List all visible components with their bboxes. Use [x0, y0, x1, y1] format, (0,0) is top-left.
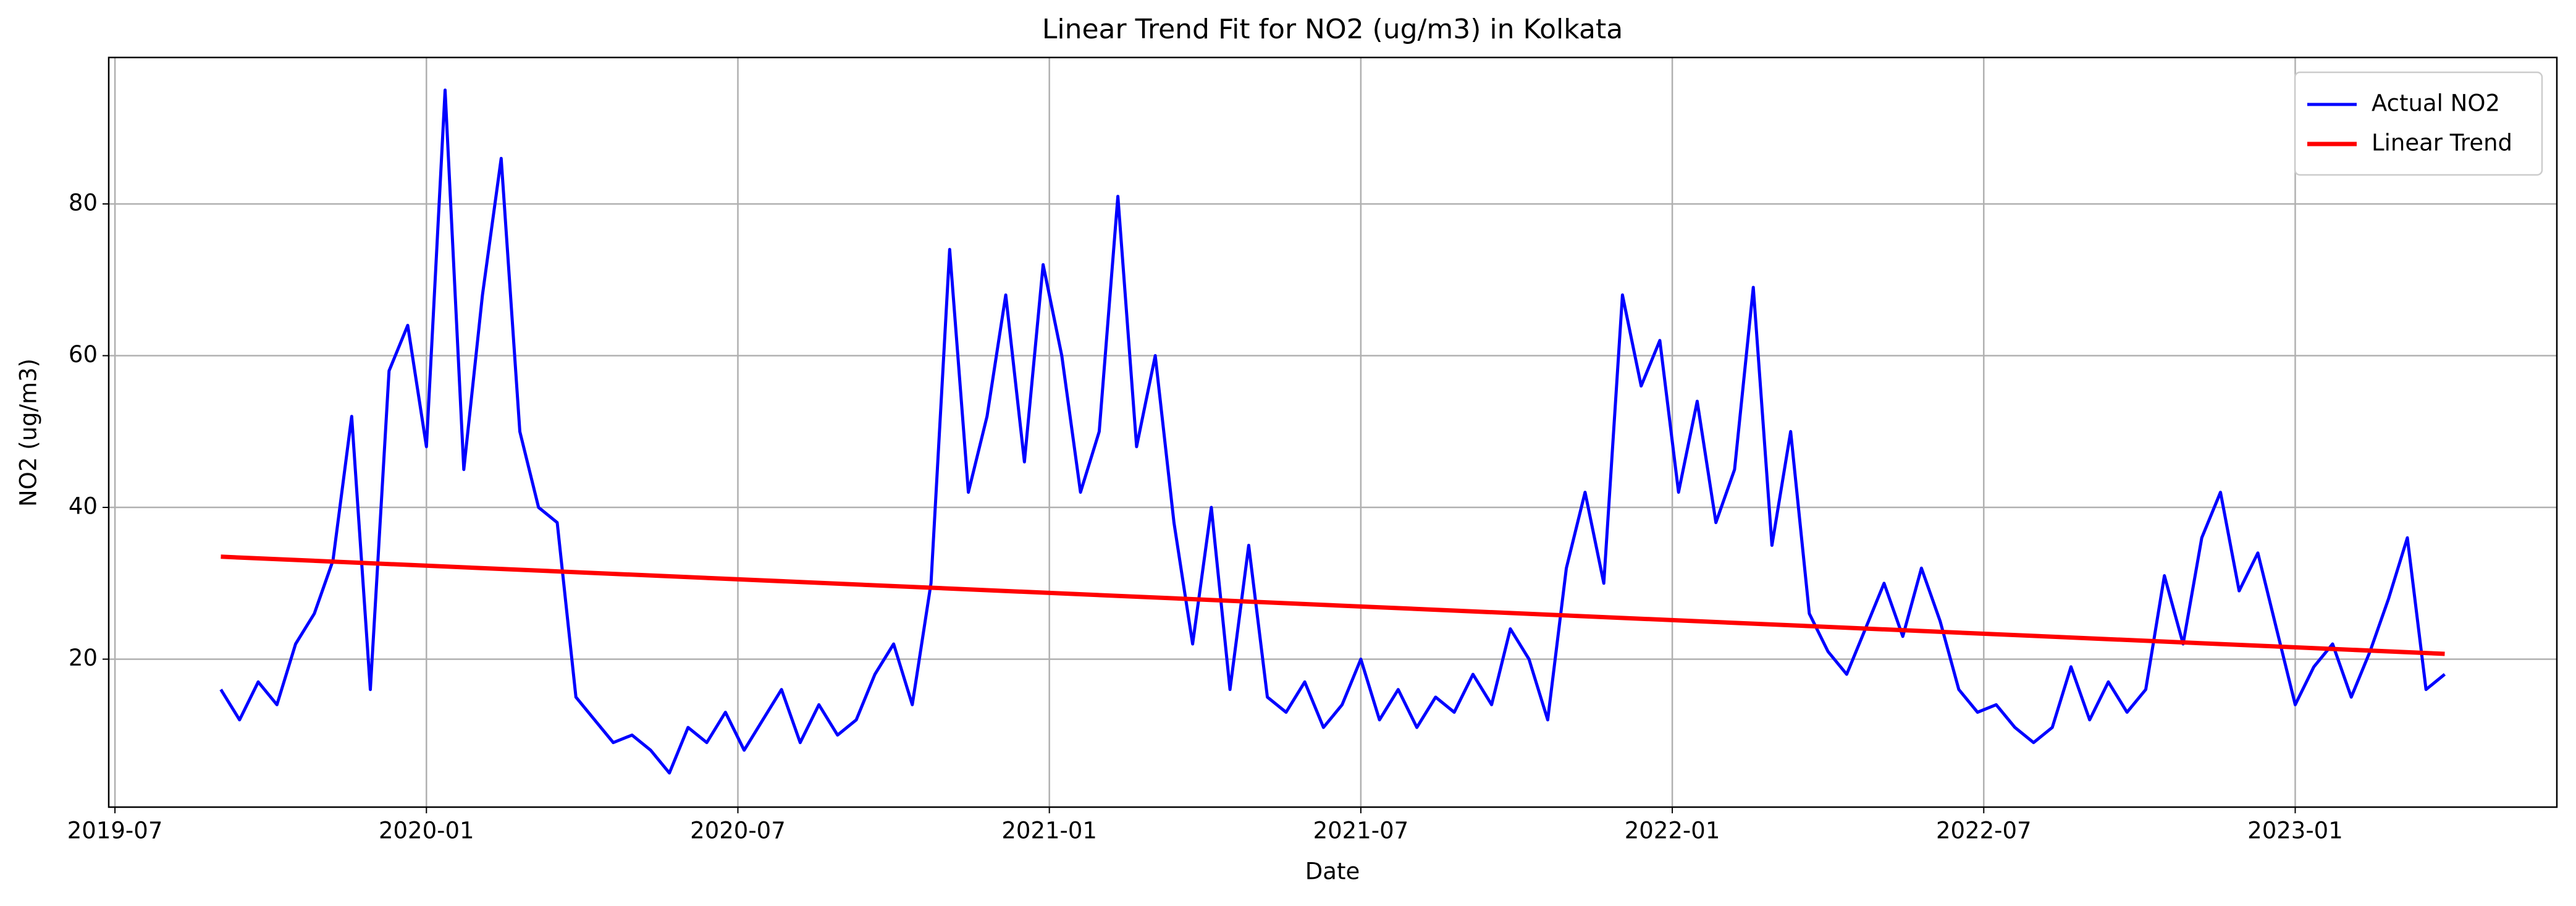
- x-tick-label: 2019-07: [67, 818, 163, 844]
- series-line: [219, 88, 2446, 775]
- y-tick-label: 80: [69, 189, 98, 216]
- x-axis-label: Date: [1305, 858, 1360, 885]
- legend-label: Linear Trend: [2372, 130, 2512, 156]
- legend-label: Actual NO2: [2372, 90, 2500, 117]
- y-tick-label: 40: [69, 493, 98, 520]
- legend-box: [2294, 71, 2543, 176]
- x-tick-label: 2021-07: [1313, 818, 1409, 844]
- x-tick-label: 2020-01: [379, 818, 474, 844]
- series-line: [221, 554, 2445, 656]
- y-tick-label: 20: [69, 645, 98, 671]
- y-axis-label: NO2 (ug/m3): [15, 358, 42, 507]
- x-tick-label: 2023-01: [2247, 818, 2343, 844]
- x-tick-label: 2020-07: [690, 818, 786, 844]
- x-tick-label: 2022-07: [1936, 818, 2032, 844]
- x-tick-label: 2021-01: [1001, 818, 1097, 844]
- y-tick-label: 60: [69, 341, 98, 368]
- x-tick-label: 2022-01: [1625, 818, 1720, 844]
- chart-title: Linear Trend Fit for NO2 (ug/m3) in Kolk…: [1042, 14, 1623, 45]
- plot-frame: [107, 56, 2558, 808]
